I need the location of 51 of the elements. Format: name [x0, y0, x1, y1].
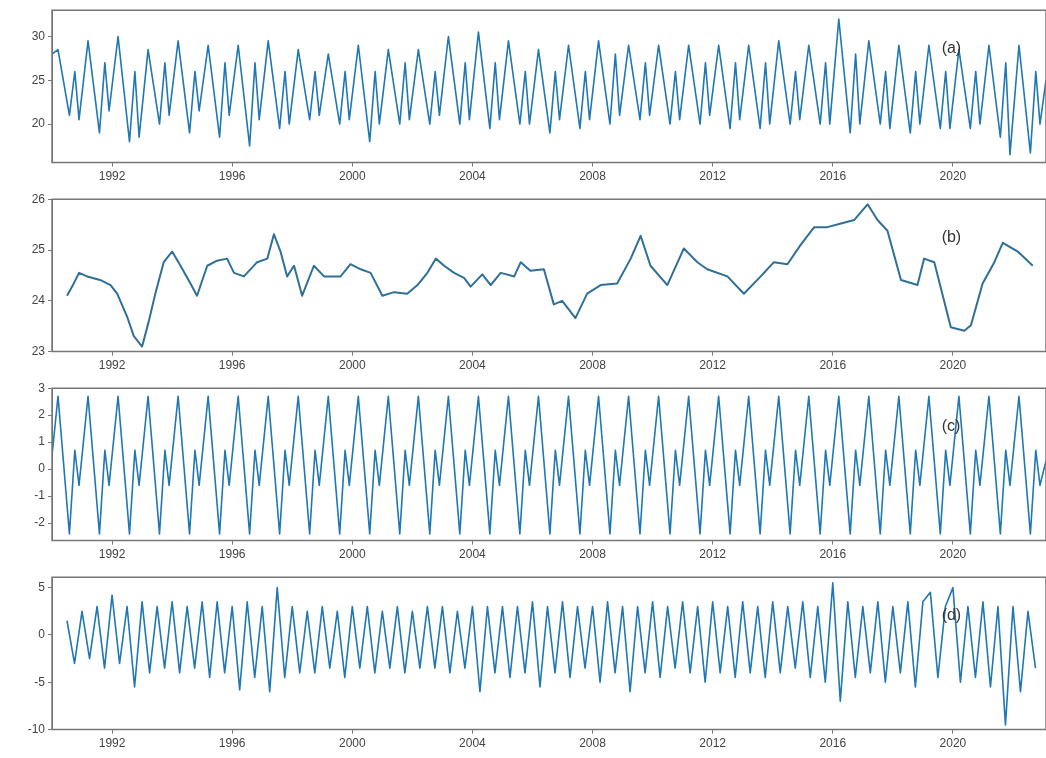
x-tick-label: 2000 — [338, 358, 366, 373]
x-tick-label: 2012 — [699, 358, 727, 373]
annotation: (a) — [941, 38, 962, 56]
x-tick-label: 2020 — [939, 547, 967, 562]
x-tick-label: 2012 — [699, 547, 727, 562]
x-tick-label: 1996 — [218, 169, 246, 184]
x-tick-label: 2012 — [699, 169, 727, 184]
y-tick-label: 5 — [38, 579, 46, 594]
x-tick-label: 1992 — [98, 547, 126, 562]
y-tick-label: 0 — [38, 627, 46, 642]
y-tick-label: -5 — [34, 674, 46, 689]
y-tick-label: 26 — [31, 191, 46, 206]
x-tick-label: 2012 — [699, 736, 727, 751]
x-tick-label: 2020 — [939, 736, 967, 751]
x-tick-label: 2000 — [338, 169, 366, 184]
x-tick-label: 1992 — [98, 169, 126, 184]
y-tick-label: 25 — [31, 242, 46, 257]
x-tick-label: 2000 — [338, 547, 366, 562]
x-tick-label: 2020 — [939, 358, 967, 373]
y-tick-label: 23 — [31, 343, 46, 358]
x-tick-label: 1996 — [218, 547, 246, 562]
x-tick-label: 1992 — [98, 358, 126, 373]
y-tick-label: 2 — [38, 407, 46, 422]
y-tick-label: -10 — [27, 721, 46, 736]
y-tick-label: -1 — [34, 488, 46, 503]
x-tick-label: 1996 — [218, 358, 246, 373]
y-tick-label: 25 — [31, 72, 46, 87]
x-tick-label: 2016 — [819, 169, 847, 184]
y-tick-label: 1 — [38, 434, 46, 449]
y-tick-label: -2 — [34, 515, 46, 530]
y-tick-label: 24 — [31, 293, 46, 308]
x-tick-label: 2004 — [459, 736, 487, 751]
x-tick-label: 1992 — [98, 736, 126, 751]
y-tick-label: 30 — [31, 28, 46, 43]
x-tick-label: 2008 — [579, 358, 607, 373]
x-tick-label: 1996 — [218, 736, 246, 751]
x-tick-label: 2016 — [819, 358, 847, 373]
x-tick-label: 2004 — [459, 169, 487, 184]
x-tick-label: 2008 — [579, 169, 607, 184]
y-tick-label: 20 — [31, 116, 46, 131]
x-tick-label: 2008 — [579, 736, 607, 751]
x-tick-label: 2004 — [459, 547, 487, 562]
x-tick-label: 2004 — [459, 358, 487, 373]
x-tick-label: 2016 — [819, 736, 847, 751]
y-tick-label: 0 — [38, 461, 46, 476]
annotation: (b) — [941, 227, 962, 245]
x-tick-label: 2020 — [939, 169, 967, 184]
x-tick-label: 2000 — [338, 736, 366, 751]
y-tick-label: 3 — [38, 380, 46, 395]
x-tick-label: 2016 — [819, 547, 847, 562]
x-tick-label: 2008 — [579, 547, 607, 562]
